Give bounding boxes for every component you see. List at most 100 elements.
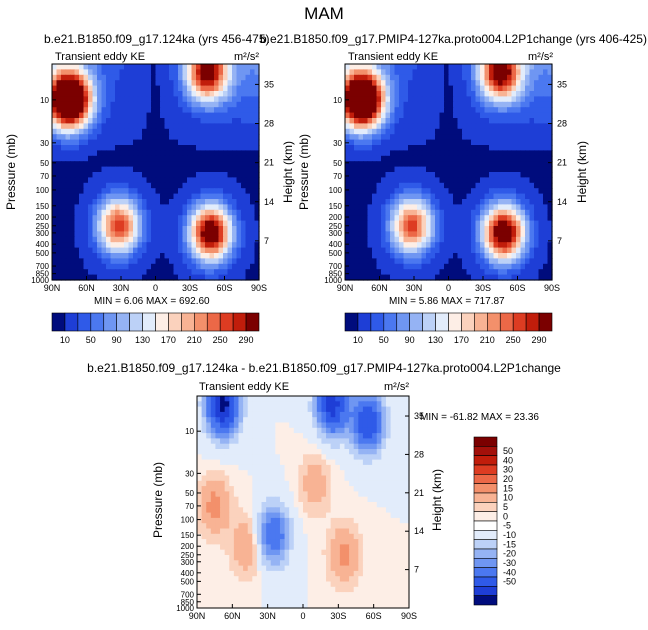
heat-cell: [124, 139, 130, 146]
heat-cell: [115, 204, 121, 211]
heat-cell: [394, 274, 400, 281]
heat-cell: [489, 74, 495, 81]
heat-cell: [498, 145, 504, 151]
heat-cell: [417, 80, 423, 87]
heat-cell: [363, 226, 369, 232]
heat-cell: [243, 417, 249, 424]
heat-cell: [462, 145, 468, 151]
heat-cell: [399, 247, 405, 254]
heat-cell: [412, 177, 418, 184]
heat-cell: [330, 486, 336, 492]
heat-cell: [358, 101, 364, 108]
heat-cell: [83, 258, 89, 265]
heat-cell: [169, 85, 175, 92]
heat-cell: [493, 64, 499, 70]
colorbar-label: 130: [428, 335, 443, 345]
heat-cell: [466, 150, 472, 157]
heat-cell: [119, 236, 125, 243]
heat-cell: [326, 523, 332, 530]
y-tick-label: 700: [329, 262, 343, 271]
heat-cell: [238, 438, 244, 445]
heat-cell: [417, 199, 423, 205]
heat-cell: [110, 145, 116, 151]
heat-cell: [52, 226, 58, 232]
heat-cell: [457, 226, 463, 232]
heat-cell: [349, 236, 355, 243]
heat-cell: [354, 80, 360, 87]
heat-cell: [475, 161, 481, 168]
heat-cell: [128, 123, 134, 130]
heat-cell: [205, 220, 211, 227]
heat-cell: [270, 401, 276, 408]
heat-cell: [376, 220, 382, 227]
heat-cell: [395, 491, 401, 498]
heat-cell: [362, 470, 369, 477]
heat-cell: [358, 112, 364, 119]
heat-cell: [209, 161, 215, 168]
heat-cell: [307, 433, 313, 439]
heat-cell: [182, 161, 188, 168]
heat-cell: [110, 118, 116, 124]
heat-cell: [245, 231, 251, 238]
heat-cell: [466, 209, 472, 216]
heat-cell: [196, 253, 202, 259]
heat-cell: [197, 507, 203, 514]
heat-cell: [115, 182, 121, 189]
heat-cell: [471, 242, 477, 249]
heat-cell: [106, 215, 112, 222]
heat-cell: [236, 128, 242, 135]
heat-cell: [74, 253, 80, 259]
heat-cell: [484, 209, 490, 216]
heat-cell: [475, 236, 481, 243]
heat-cell: [430, 220, 436, 227]
heat-cell: [417, 64, 423, 70]
heat-cell: [404, 517, 410, 524]
heat-cell: [164, 139, 170, 146]
heat-cell: [270, 496, 276, 503]
heat-cell: [404, 464, 410, 471]
heat-cell: [363, 231, 369, 238]
heat-cell: [376, 101, 382, 108]
heat-cell: [358, 449, 364, 455]
heat-cell: [312, 496, 318, 503]
heat-cell: [390, 215, 396, 222]
heat-cell: [520, 269, 526, 276]
heat-cell: [74, 139, 80, 146]
heat-cell: [326, 491, 332, 498]
heat-cell: [270, 502, 276, 508]
heat-cell: [220, 417, 226, 424]
heat-cell: [210, 438, 217, 445]
heat-cell: [426, 253, 432, 259]
heat-cell: [151, 231, 157, 238]
heat-cell: [160, 209, 166, 216]
heat-cell: [215, 417, 221, 424]
heat-cell: [182, 74, 188, 81]
heat-cell: [358, 464, 364, 471]
heat-cell: [475, 177, 481, 184]
heat-cell: [224, 507, 230, 514]
heat-cell: [376, 193, 382, 200]
heat-cell: [399, 112, 405, 119]
heat-cell: [128, 226, 134, 232]
heat-cell: [471, 96, 477, 103]
heat-cell: [349, 139, 355, 146]
heat-cell: [92, 96, 98, 103]
heat-cell: [394, 85, 400, 92]
heat-cell: [128, 182, 134, 189]
heat-cell: [525, 91, 531, 97]
heat-cell: [404, 396, 410, 402]
heat-cell: [372, 226, 378, 232]
heat-cell: [466, 199, 472, 205]
heat-cell: [254, 123, 260, 130]
heat-cell: [534, 123, 540, 130]
heat-cell: [137, 139, 143, 146]
heat-cell: [403, 69, 409, 76]
heat-cell: [417, 231, 423, 238]
heat-cell: [205, 215, 211, 222]
heat-cell: [484, 139, 490, 146]
heat-cell: [403, 188, 409, 195]
heat-cell: [399, 74, 405, 81]
heat-cell: [349, 459, 355, 466]
heat-cell: [547, 172, 553, 178]
heat-cell: [205, 85, 211, 92]
